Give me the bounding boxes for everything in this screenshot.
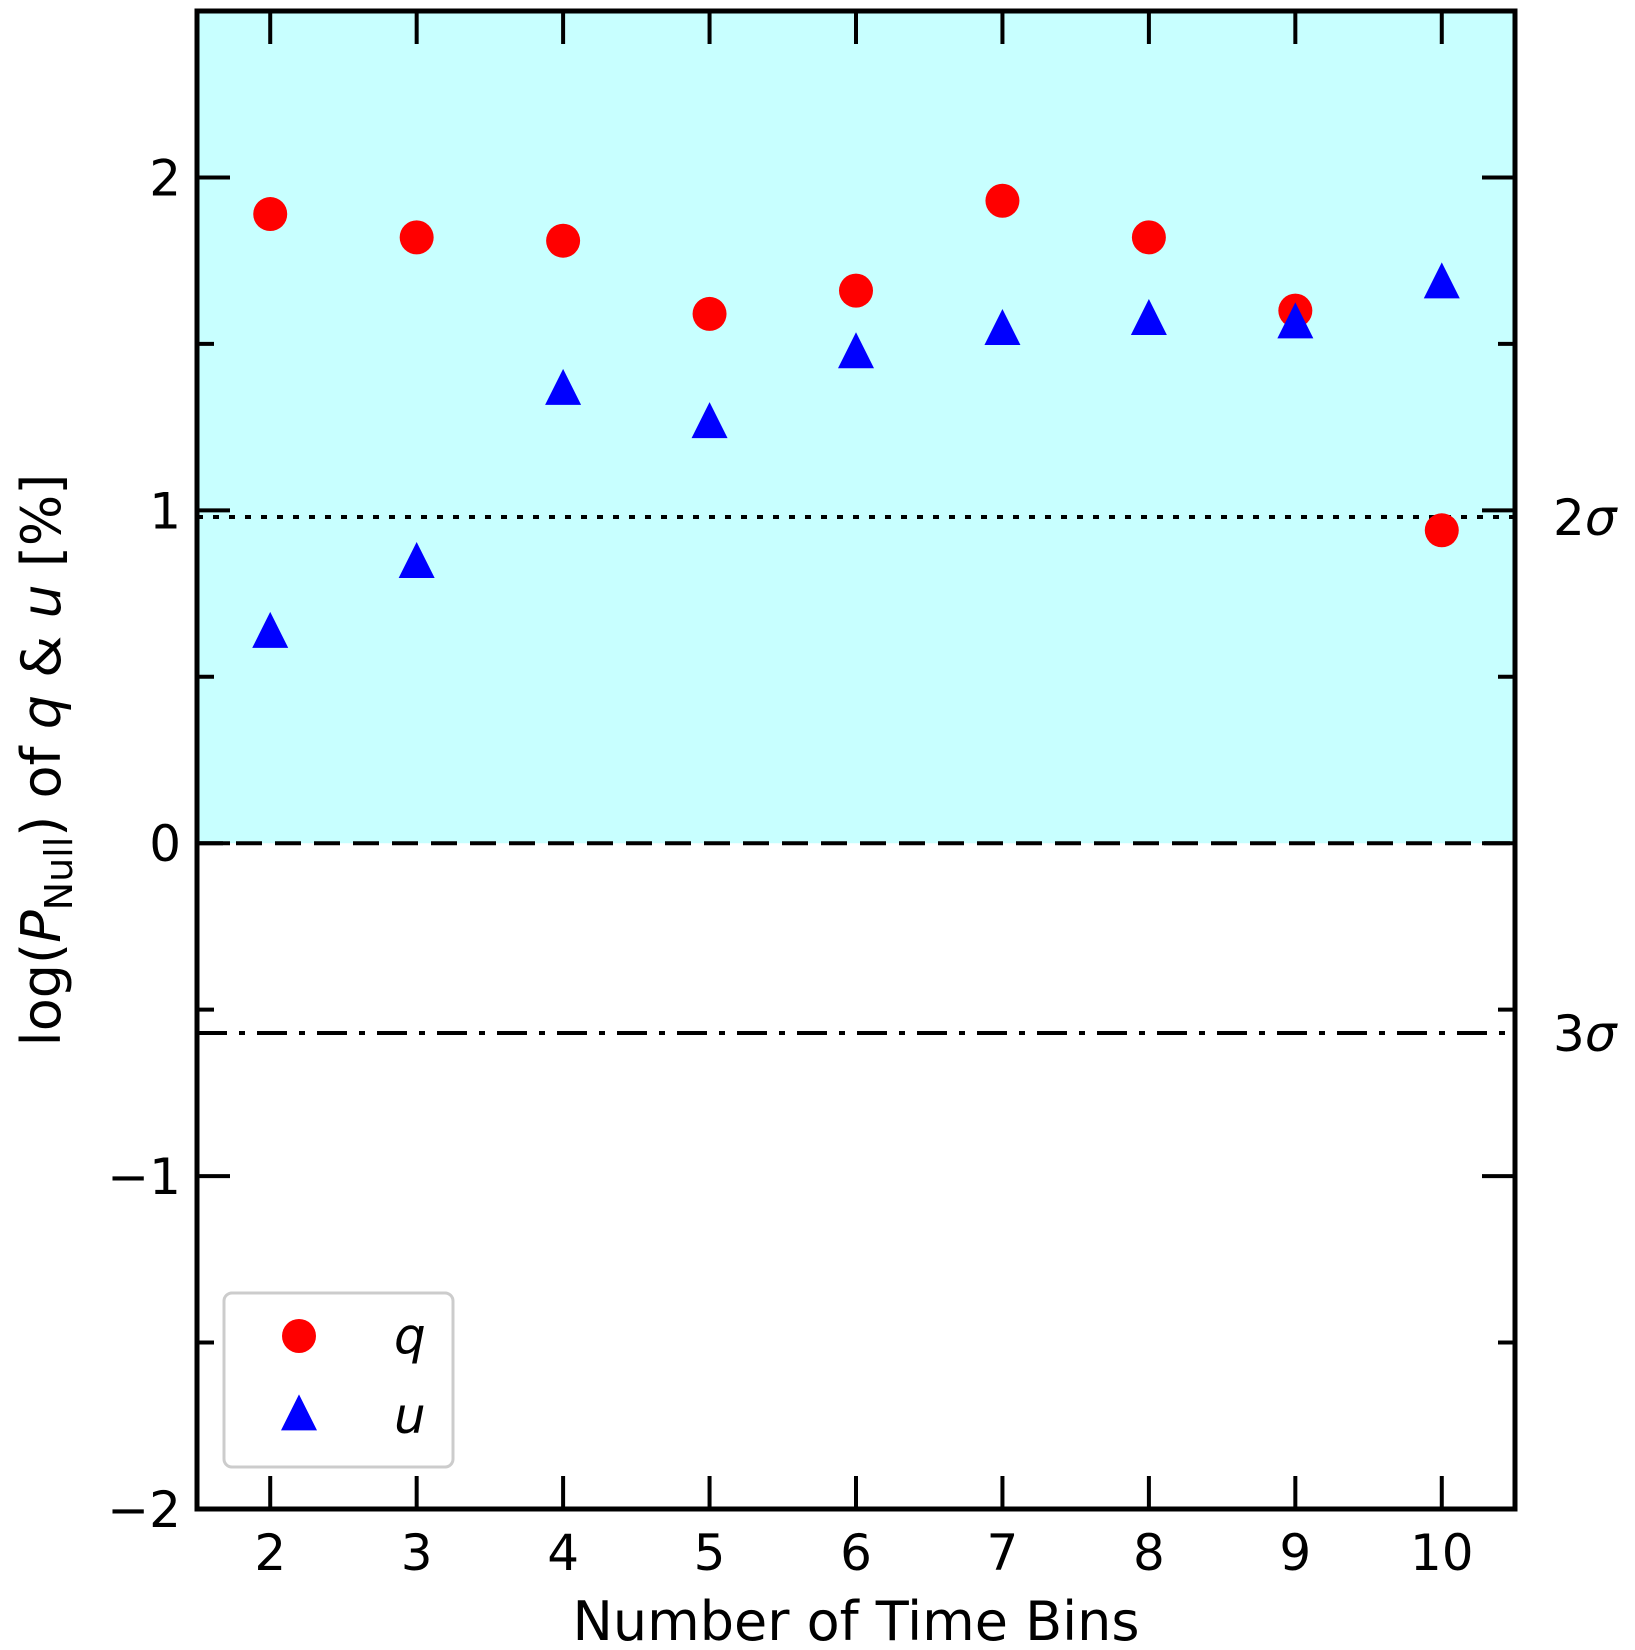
x-tick-label: 9 — [1279, 1524, 1311, 1582]
data-point-u — [1277, 302, 1314, 339]
x-tick-label: 7 — [987, 1524, 1019, 1582]
legend-marker-q — [282, 1319, 316, 1353]
data-point-u — [984, 308, 1021, 345]
reference-lines-layer — [197, 514, 1515, 1035]
data-point-u — [252, 611, 289, 648]
data-point-u — [691, 402, 728, 439]
data-point-u — [398, 541, 435, 578]
legend-label-q: q — [394, 1307, 426, 1365]
x-tick-label: 2 — [254, 1524, 286, 1582]
x-tick-label: 6 — [840, 1524, 872, 1582]
legend: qu — [222, 1291, 455, 1469]
data-point-q — [1131, 220, 1166, 255]
y-tick-label: 0 — [149, 815, 181, 873]
data-point-q — [1424, 513, 1459, 548]
x-tick-label: 3 — [401, 1524, 433, 1582]
y-tick-label: −2 — [107, 1481, 181, 1539]
sigma-label: 2σ — [1553, 489, 1618, 547]
x-tick-label: 5 — [694, 1524, 726, 1582]
legend-box — [222, 1291, 455, 1469]
data-point-u — [545, 368, 582, 405]
data-point-u — [1423, 262, 1460, 299]
data-point-u — [838, 332, 874, 369]
data-points-layer — [252, 183, 1460, 648]
x-tick-label: 8 — [1133, 1524, 1165, 1582]
sigma-label: 3σ — [1553, 1005, 1618, 1063]
y-axis-title: log(PNull) of q & u [%] — [10, 474, 81, 1047]
legend-label-u: u — [394, 1387, 426, 1445]
data-point-u — [1130, 298, 1167, 335]
data-point-q — [253, 197, 288, 232]
data-point-q — [692, 296, 727, 331]
data-point-q — [399, 220, 434, 255]
x-tick-label: 10 — [1410, 1524, 1474, 1582]
x-tick-label: 4 — [547, 1524, 579, 1582]
y-tick-label: −1 — [107, 1148, 181, 1206]
axes-frame-layer — [194, 8, 1518, 1512]
data-point-q — [985, 183, 1020, 218]
background-layer — [197, 11, 1515, 844]
data-point-q — [546, 223, 581, 258]
y-tick-label: 2 — [149, 149, 181, 207]
legend-marker-u — [281, 1394, 317, 1431]
data-point-q — [839, 273, 873, 308]
y-tick-label: 1 — [149, 482, 181, 540]
shaded-region — [197, 11, 1515, 844]
x-axis-title: Number of Time Bins — [572, 1590, 1139, 1650]
labels-layer: 2σ 3σ 2 3 4 5 6 7 8 9 10 −2 −1 0 1 2 Number of Time Bins… — [10, 149, 1618, 1650]
